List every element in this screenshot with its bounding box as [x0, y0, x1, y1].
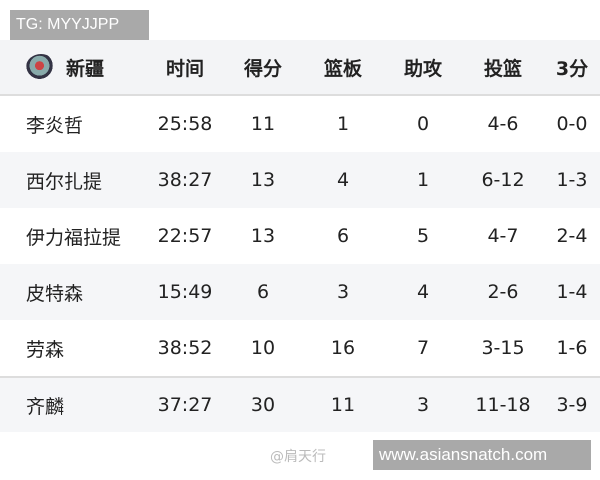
- points: 30: [250, 394, 276, 416]
- table-row: 齐麟 37:27 30 11 3 11-18 3-9: [0, 376, 600, 432]
- team-logo-icon: [26, 54, 56, 80]
- field-goals: 11-18: [475, 394, 531, 416]
- minutes: 37:27: [157, 394, 213, 416]
- minutes: 22:57: [157, 225, 213, 247]
- field-goals: 4-6: [487, 113, 519, 135]
- team-name: 新疆: [66, 57, 105, 80]
- stats-table: 新疆 时间 得分 篮板 助攻 投篮 3分 李炎哲 25:58 11 1 0 4-6 0-0 西…: [0, 40, 600, 432]
- three-pointers: 3-9: [556, 394, 588, 416]
- table-body: 李炎哲 25:58 11 1 0 4-6 0-0 西尔扎提 38:27 13 4 1 6-12 1-3 伊力…: [0, 96, 600, 432]
- rebounds: 1: [336, 113, 350, 135]
- weibo-watermark: @肩天行: [270, 449, 326, 465]
- assists: 4: [416, 281, 430, 303]
- points: 13: [250, 225, 276, 247]
- rebounds: 3: [336, 281, 350, 303]
- header-time: 时间: [165, 57, 204, 80]
- table-row: 皮特森 15:49 6 3 4 2-6 1-4: [0, 264, 600, 320]
- assists: 7: [416, 337, 430, 359]
- table-row: 劳森 38:52 10 16 7 3-15 1-6: [0, 320, 600, 376]
- header-3pt: 3分: [555, 57, 589, 80]
- header-points: 得分: [243, 57, 282, 80]
- three-pointers: 1-3: [556, 169, 588, 191]
- minutes: 15:49: [157, 281, 213, 303]
- player-name: 齐麟: [26, 395, 65, 418]
- player-name: 皮特森: [26, 282, 84, 305]
- field-goals: 2-6: [487, 281, 519, 303]
- three-pointers: 1-4: [556, 281, 588, 303]
- table-row: 李炎哲 25:58 11 1 0 4-6 0-0: [0, 96, 600, 152]
- rebounds: 16: [330, 337, 356, 359]
- field-goals: 4-7: [487, 225, 519, 247]
- header-assists: 助攻: [403, 57, 442, 80]
- rebounds: 11: [330, 394, 356, 416]
- points: 13: [250, 169, 276, 191]
- team-cell: 新疆: [26, 54, 144, 81]
- assists: 3: [416, 394, 430, 416]
- player-name: 李炎哲: [26, 114, 84, 137]
- field-goals: 3-15: [481, 337, 525, 359]
- watermark-tg: TG: MYYJJPP: [10, 10, 149, 40]
- table-row: 西尔扎提 38:27 13 4 1 6-12 1-3: [0, 152, 600, 208]
- minutes: 38:27: [157, 169, 213, 191]
- table-header: 新疆 时间 得分 篮板 助攻 投篮 3分: [0, 40, 600, 96]
- points: 6: [256, 281, 270, 303]
- table-row: 伊力福拉提 22:57 13 6 5 4-7 2-4: [0, 208, 600, 264]
- header-rebounds: 篮板: [323, 57, 362, 80]
- watermark-site: www.asiansnatch.com: [373, 440, 591, 470]
- header-fg: 投篮: [483, 57, 522, 80]
- player-name: 伊力福拉提: [26, 226, 122, 249]
- minutes: 25:58: [157, 113, 213, 135]
- three-pointers: 0-0: [556, 113, 588, 135]
- rebounds: 4: [336, 169, 350, 191]
- player-name: 劳森: [26, 338, 65, 361]
- three-pointers: 2-4: [556, 225, 588, 247]
- minutes: 38:52: [157, 337, 213, 359]
- player-name: 西尔扎提: [26, 170, 103, 193]
- points: 10: [250, 337, 276, 359]
- points: 11: [250, 113, 276, 135]
- field-goals: 6-12: [481, 169, 525, 191]
- assists: 0: [416, 113, 430, 135]
- assists: 5: [416, 225, 430, 247]
- three-pointers: 1-6: [556, 337, 588, 359]
- rebounds: 6: [336, 225, 350, 247]
- assists: 1: [416, 169, 430, 191]
